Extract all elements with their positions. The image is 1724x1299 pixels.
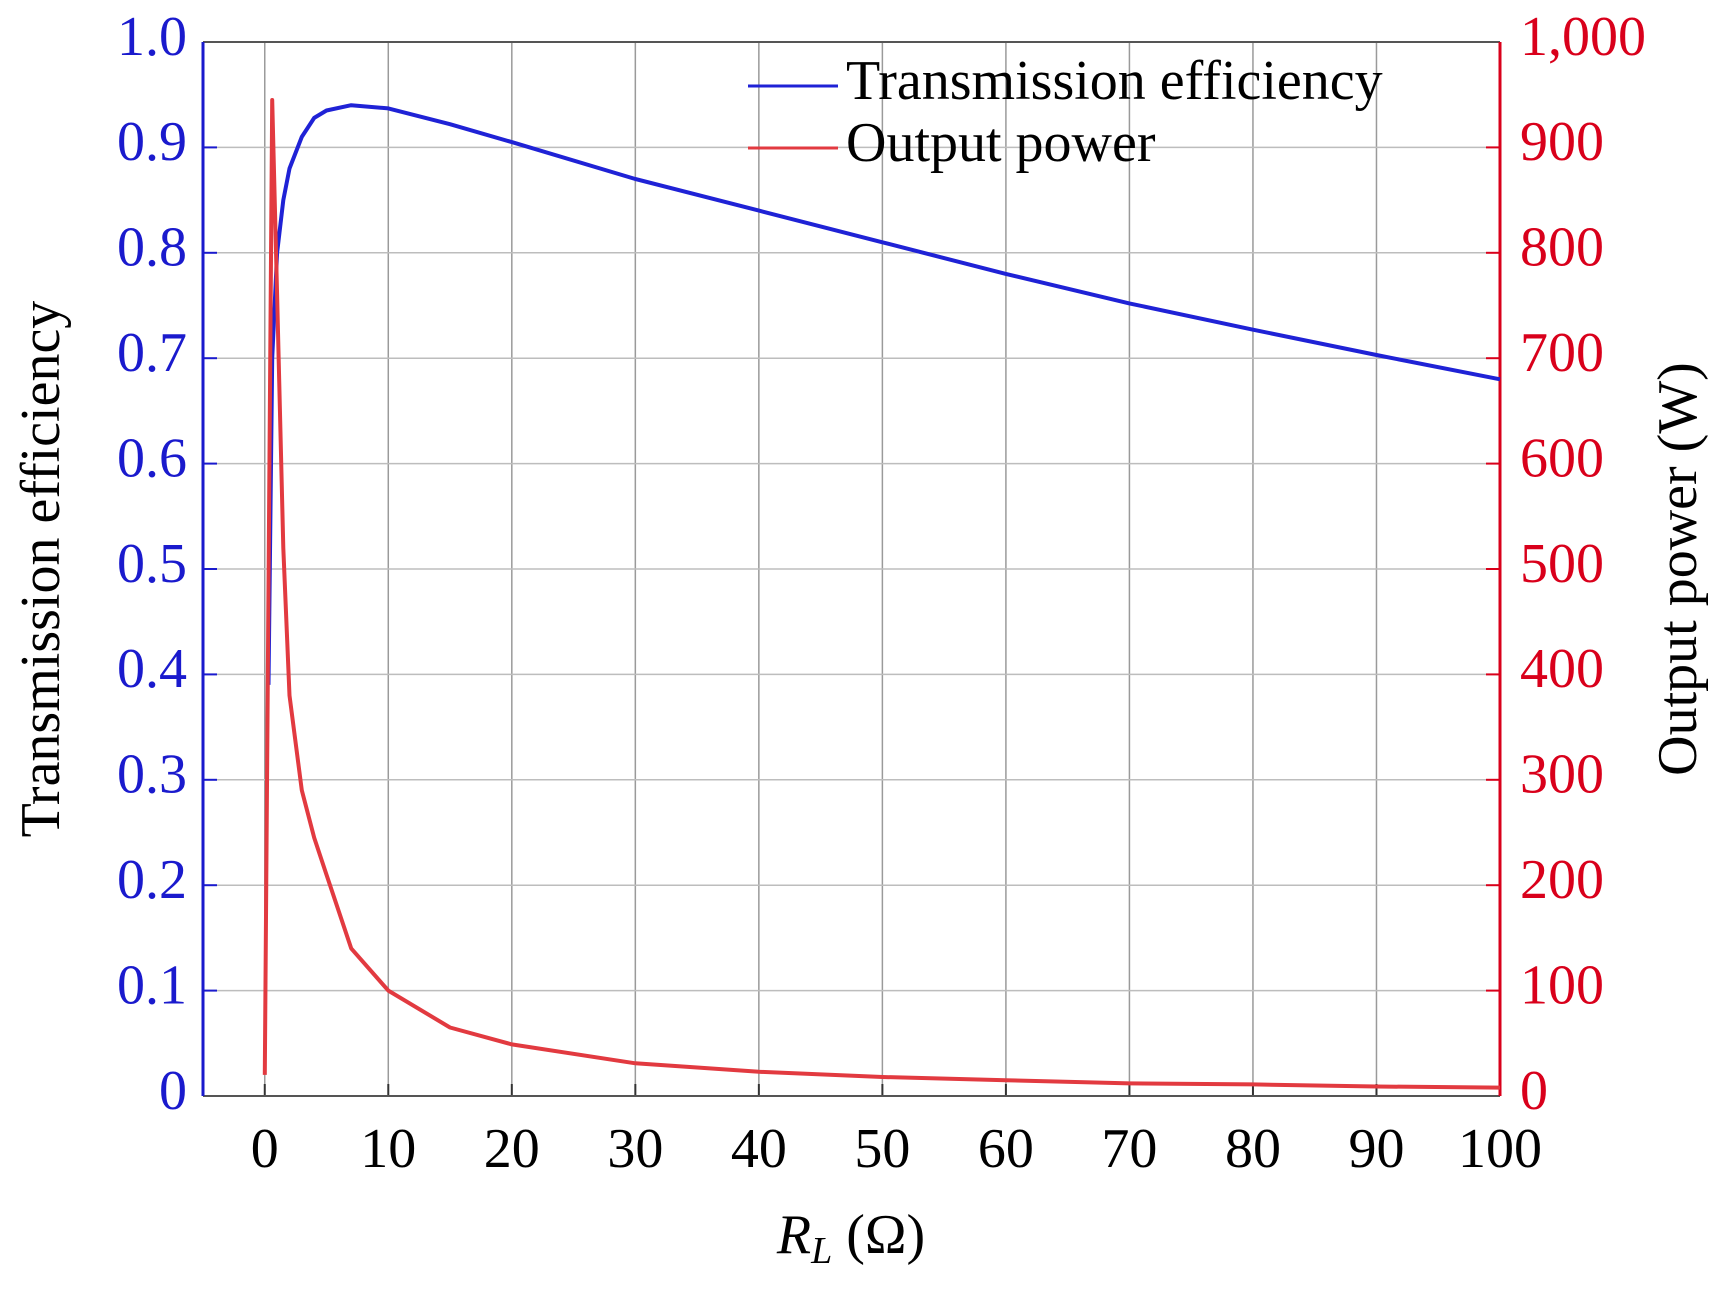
y2-tick-label: 700 xyxy=(1520,322,1604,384)
y-tick-label: 0.3 xyxy=(117,744,187,806)
y2-tick-label: 800 xyxy=(1520,217,1604,279)
y2-tick-label: 300 xyxy=(1520,744,1604,806)
y2-tick-label: 200 xyxy=(1520,849,1604,911)
y-tick-label: 0.1 xyxy=(117,954,187,1016)
y2-tick-label: 900 xyxy=(1520,111,1604,173)
y-tick-label: 0.5 xyxy=(117,533,187,595)
y-tick-label: 0.6 xyxy=(117,427,187,489)
y-tick-label: 0.4 xyxy=(117,638,187,700)
y2-tick-label: 1,000 xyxy=(1520,6,1646,68)
x-tick-label: 60 xyxy=(978,1118,1034,1180)
y2-axis-title: Output power (W) xyxy=(1647,362,1709,776)
x-axis-title: RL (Ω) xyxy=(776,1204,925,1272)
x-axis-title-main: R xyxy=(776,1204,811,1266)
legend-label: Transmission efficiency xyxy=(846,50,1383,112)
y-tick-label: 0.9 xyxy=(117,111,187,173)
y-tick-label: 0.8 xyxy=(117,217,187,279)
series-line xyxy=(266,103,1501,685)
y-tick-label: 1.0 xyxy=(117,6,187,68)
x-tick-label: 100 xyxy=(1458,1118,1542,1180)
x-tick-label: 90 xyxy=(1348,1118,1404,1180)
x-axis-title-sub: L xyxy=(810,1230,832,1272)
y2-tick-label: 500 xyxy=(1520,533,1604,595)
x-tick-label: 30 xyxy=(607,1118,663,1180)
x-tick-label: 50 xyxy=(854,1118,910,1180)
x-tick-label: 70 xyxy=(1101,1118,1157,1180)
series-line xyxy=(262,98,1501,1090)
y2-tick-label: 600 xyxy=(1520,427,1604,489)
y-tick-label: 0 xyxy=(159,1060,187,1122)
x-tick-label: 20 xyxy=(484,1118,540,1180)
y2-tick-label: 100 xyxy=(1520,954,1604,1016)
y-tick-label: 0.7 xyxy=(117,322,187,384)
x-tick-label: 40 xyxy=(731,1118,787,1180)
x-tick-label: 10 xyxy=(360,1118,416,1180)
x-axis-title-unit: (Ω) xyxy=(846,1204,925,1266)
legend-label: Output power xyxy=(846,112,1156,174)
y-tick-label: 0.2 xyxy=(117,849,187,911)
y2-tick-label: 400 xyxy=(1520,638,1604,700)
y-axis-title: Transmission efficiency xyxy=(10,301,72,838)
x-tick-label: 80 xyxy=(1225,1118,1281,1180)
y2-tick-label: 0 xyxy=(1520,1060,1548,1122)
x-tick-label: 0 xyxy=(251,1118,279,1180)
